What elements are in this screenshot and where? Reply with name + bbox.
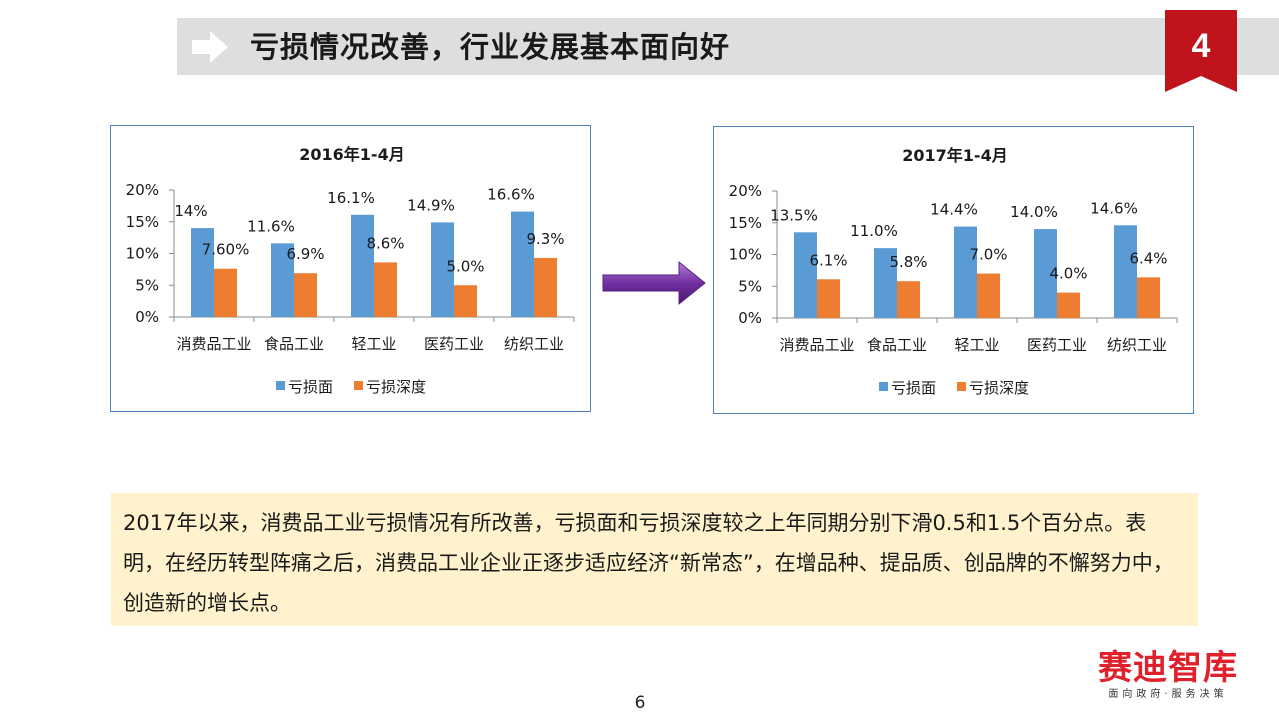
data-label: 5.8% <box>889 253 927 271</box>
big-arrow-right-icon <box>602 260 706 306</box>
legend-swatch <box>957 382 966 391</box>
x-tick-label: 纺织工业 <box>504 335 564 353</box>
legend-label: 亏损面 <box>891 379 936 397</box>
page-badge-ribbon <box>1165 10 1237 92</box>
data-label: 7.60% <box>202 241 250 259</box>
page-number: 6 <box>634 693 646 713</box>
arrow-right-icon <box>192 31 228 63</box>
bar-series1 <box>794 232 817 318</box>
y-tick-label: 5% <box>738 277 762 295</box>
chart-2017: 2017年1-4月 0% 5% 10% 15% 20% 消费品工业 13.5% 6.1% 食品工业… <box>713 126 1194 414</box>
y-tick-label: 10% <box>126 245 159 263</box>
bar-series1 <box>1114 225 1137 318</box>
logo: 赛迪智库 <box>1098 648 1238 688</box>
chart-title: 2017年1-4月 <box>902 146 1007 165</box>
bar-series2 <box>897 281 920 318</box>
data-label: 11.6% <box>247 217 295 235</box>
data-label: 11.0% <box>850 222 898 240</box>
y-tick-label: 0% <box>738 309 762 327</box>
data-label: 6.1% <box>809 251 847 269</box>
bar-series2 <box>294 273 317 317</box>
legend-swatch <box>276 381 285 390</box>
chart-title: 2016年1-4月 <box>299 145 404 164</box>
page-title: 亏损情况改善，行业发展基本面向好 <box>250 30 731 64</box>
header-bar <box>177 18 1279 75</box>
bar-series1 <box>1034 229 1057 318</box>
page-badge-number: 4 <box>1191 27 1211 65</box>
y-tick-label: 15% <box>729 214 762 232</box>
bar-series1 <box>511 211 534 317</box>
legend-swatch <box>354 381 363 390</box>
x-tick-label: 食品工业 <box>867 336 927 354</box>
data-label: 14.6% <box>1090 199 1138 217</box>
chart-2016: 2016年1-4月 0% 5% 10% 15% 20% 消费品工业 14% 7.60% 食品工业 1… <box>110 125 591 412</box>
x-tick-label: 轻工业 <box>954 336 999 354</box>
logo-tagline: 面向政府·服务决策 <box>1108 689 1228 700</box>
y-tick-label: 20% <box>126 181 159 199</box>
data-label: 6.4% <box>1129 249 1167 267</box>
bar-series2 <box>534 257 557 317</box>
data-label: 14.9% <box>407 196 455 214</box>
x-tick-label: 医药工业 <box>1027 336 1087 354</box>
y-tick-label: 0% <box>135 308 159 326</box>
bar-series1 <box>874 248 897 318</box>
legend-label: 亏损面 <box>288 378 333 396</box>
data-label: 16.6% <box>487 186 535 204</box>
bar-series1 <box>191 228 214 317</box>
bar-series2 <box>977 273 1000 318</box>
data-label: 5.0% <box>446 257 484 275</box>
data-label: 14.4% <box>930 201 978 219</box>
y-tick-label: 5% <box>135 276 159 294</box>
data-label: 7.0% <box>969 246 1007 264</box>
bar-series1 <box>431 222 454 317</box>
bar-series2 <box>1137 277 1160 318</box>
y-tick-label: 15% <box>126 213 159 231</box>
x-tick-label: 消费品工业 <box>779 336 854 354</box>
bar-series1 <box>351 214 374 317</box>
x-tick-label: 医药工业 <box>424 335 484 353</box>
bar-series2 <box>454 285 477 317</box>
x-tick-label: 消费品工业 <box>176 335 251 353</box>
bar-series2 <box>817 279 840 318</box>
data-label: 16.1% <box>327 189 375 207</box>
y-tick-label: 20% <box>729 182 762 200</box>
legend-swatch <box>879 382 888 391</box>
legend-label: 亏损深度 <box>969 379 1029 397</box>
bar-series2 <box>214 268 237 317</box>
bar-series2 <box>374 262 397 317</box>
chart-2017-svg: 2017年1-4月 0% 5% 10% 15% 20% 消费品工业 13.5% 6.1% 食品工业… <box>729 146 1178 397</box>
bar-series2 <box>1057 292 1080 318</box>
data-label: 13.5% <box>770 206 818 224</box>
legend-label: 亏损深度 <box>366 378 426 396</box>
data-label: 14.0% <box>1010 203 1058 221</box>
summary-note-text: 2017年以来，消费品工业亏损情况有所改善，亏损面和亏损深度较之上年同期分别下滑… <box>123 511 1174 615</box>
data-label: 4.0% <box>1049 265 1087 283</box>
x-tick-label: 纺织工业 <box>1107 336 1167 354</box>
data-label: 14% <box>174 202 207 220</box>
x-tick-label: 食品工业 <box>264 335 324 353</box>
bar-series1 <box>271 243 294 317</box>
bar-series1 <box>954 226 977 318</box>
data-label: 9.3% <box>526 230 564 248</box>
y-tick-label: 10% <box>729 246 762 264</box>
x-tick-label: 轻工业 <box>351 335 396 353</box>
chart-2016-svg: 2016年1-4月 0% 5% 10% 15% 20% 消费品工业 14% 7.60% 食品工业 1… <box>126 145 575 396</box>
data-label: 8.6% <box>366 234 404 252</box>
summary-note: 2017年以来，消费品工业亏损情况有所改善，亏损面和亏损深度较之上年同期分别下滑… <box>111 493 1198 626</box>
data-label: 6.9% <box>286 245 324 263</box>
